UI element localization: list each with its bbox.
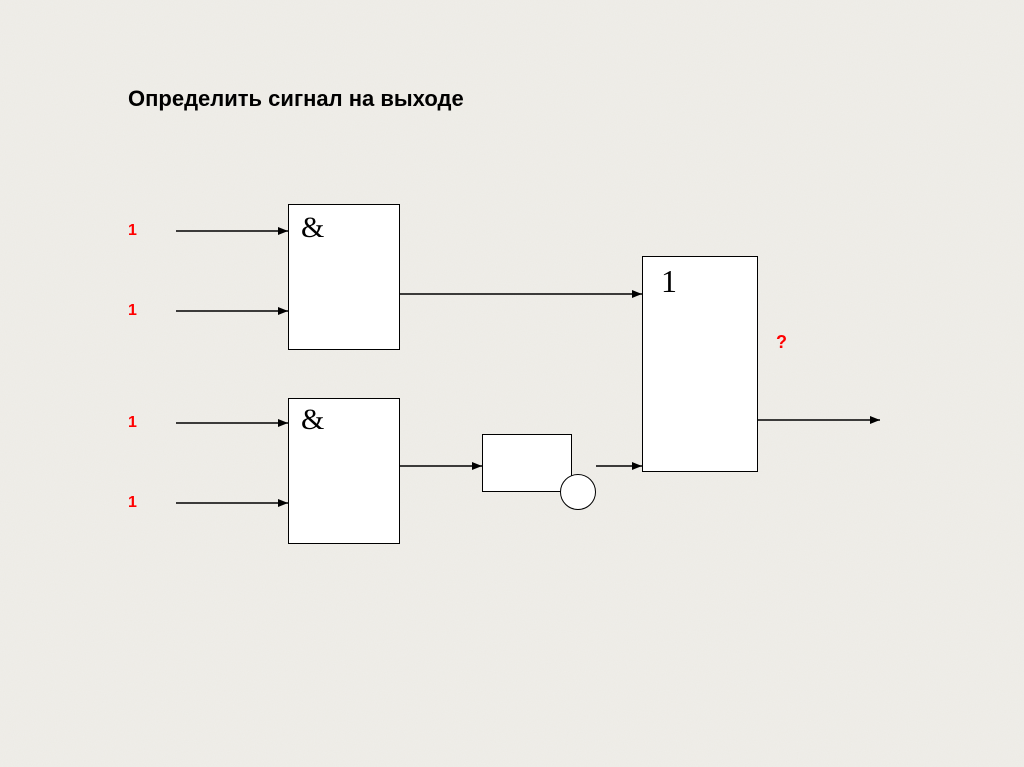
input-label-3: 1 — [128, 414, 137, 432]
gate-and-2-symbol: & — [301, 403, 324, 437]
gate-and-1-symbol: & — [301, 211, 324, 245]
gate-and-2: & — [288, 398, 400, 544]
input-label-4: 1 — [128, 494, 137, 512]
gate-or: 1 — [642, 256, 758, 472]
gate-not-bubble — [560, 474, 596, 510]
diagram-canvas: Определить сигнал на выходе 1 1 1 1 ? & … — [0, 0, 1024, 767]
gate-or-symbol: 1 — [661, 263, 677, 300]
wires-layer — [0, 0, 1024, 767]
background-texture — [0, 0, 1024, 767]
gate-not — [482, 434, 572, 492]
diagram-title: Определить сигнал на выходе — [128, 86, 464, 112]
output-question-mark: ? — [776, 332, 787, 353]
input-label-2: 1 — [128, 302, 137, 320]
input-label-1: 1 — [128, 222, 137, 240]
gate-and-1: & — [288, 204, 400, 350]
